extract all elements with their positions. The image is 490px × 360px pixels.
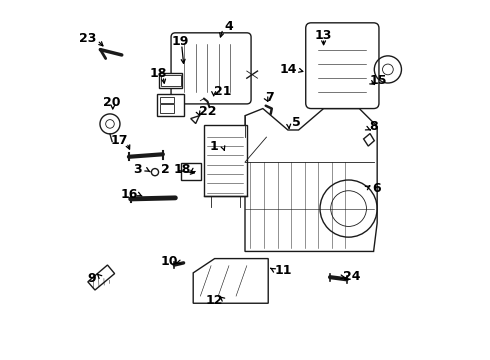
- Text: 18: 18: [174, 163, 191, 176]
- Bar: [160, 97, 174, 103]
- Text: 7: 7: [265, 91, 274, 104]
- Text: 21: 21: [214, 85, 232, 98]
- Text: 19: 19: [172, 35, 189, 48]
- FancyBboxPatch shape: [171, 33, 251, 104]
- Text: 12: 12: [206, 294, 223, 307]
- FancyBboxPatch shape: [306, 23, 379, 109]
- Text: 23: 23: [79, 32, 97, 45]
- Text: 24: 24: [343, 270, 361, 283]
- Text: 16: 16: [120, 188, 138, 201]
- Text: 8: 8: [369, 120, 378, 133]
- Bar: [160, 104, 174, 113]
- Text: 22: 22: [199, 105, 216, 118]
- Text: 4: 4: [224, 20, 233, 33]
- Text: 6: 6: [372, 183, 381, 195]
- Text: 15: 15: [369, 74, 387, 87]
- Text: 2: 2: [161, 163, 170, 176]
- Text: 3: 3: [133, 163, 142, 176]
- Text: 10: 10: [161, 255, 178, 268]
- Text: 13: 13: [315, 29, 332, 42]
- Bar: [157, 94, 184, 116]
- Text: 18: 18: [150, 67, 167, 80]
- Text: 17: 17: [111, 134, 128, 147]
- Text: 11: 11: [275, 264, 293, 276]
- Text: 20: 20: [103, 96, 121, 109]
- Text: 1: 1: [209, 140, 218, 153]
- Text: 5: 5: [293, 116, 301, 129]
- Bar: [181, 163, 201, 180]
- Bar: [159, 73, 182, 88]
- Bar: [204, 125, 247, 196]
- Text: 9: 9: [88, 272, 97, 285]
- Text: 14: 14: [280, 63, 297, 76]
- Bar: [161, 75, 181, 86]
